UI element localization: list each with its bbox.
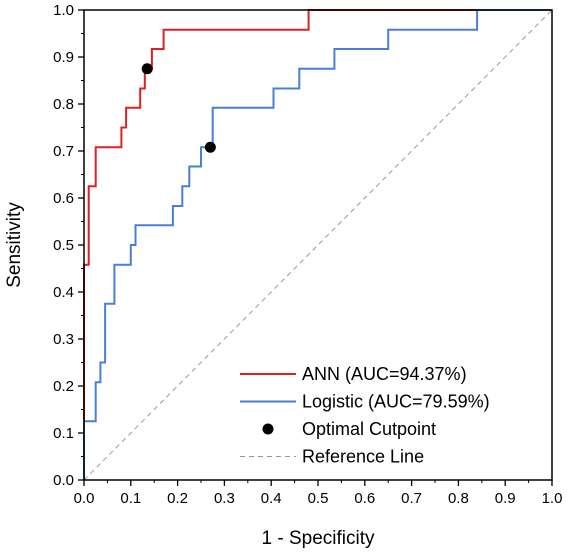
x-tick-label: 0.0 [74, 490, 95, 507]
y-tick-label: 0.0 [53, 472, 74, 489]
y-axis: 0.0 0.1 0.2 0.3 0.4 0.5 0.6 0.7 0.8 0.9 1.0 [53, 2, 84, 489]
y-axis-title: Sensitivity [4, 202, 25, 288]
y-tick-label: 0.2 [53, 378, 74, 395]
x-tick-label: 0.8 [448, 490, 469, 507]
x-tick-label: 0.7 [401, 490, 422, 507]
legend-label: Logistic (AUC=79.59%) [302, 392, 490, 412]
y-tick-label: 0.1 [53, 425, 74, 442]
y-tick-label: 0.9 [53, 49, 74, 66]
y-tick-label: 0.8 [53, 96, 74, 113]
x-axis-title: 1 - Specificity [262, 528, 375, 549]
ann-roc-line [83, 9, 552, 480]
y-tick-label: 0.3 [53, 331, 74, 348]
x-tick-label: 0.3 [214, 490, 235, 507]
y-tick-label: 0.7 [53, 143, 74, 160]
series-layer [83, 9, 552, 480]
legend-swatch [262, 423, 274, 435]
reference-line-layer [83, 9, 553, 481]
x-tick-label: 0.6 [354, 490, 375, 507]
y-tick-label: 0.5 [53, 237, 74, 254]
x-tick-label: 0.1 [120, 490, 141, 507]
x-tick-label: 1.0 [542, 490, 563, 507]
legend-label: Optimal Cutpoint [302, 419, 436, 439]
legend-label: Reference Line [302, 447, 424, 467]
optimal-cutpoint-marker [141, 63, 153, 75]
legend-label: ANN (AUC=94.37%) [302, 364, 467, 384]
x-axis: 0.0 0.1 0.2 0.3 0.4 0.5 0.6 0.7 0.8 0.9 1.0 [74, 480, 563, 507]
x-tick-label: 0.9 [495, 490, 516, 507]
x-tick-label: 0.4 [261, 490, 282, 507]
reference-line [83, 9, 553, 481]
y-tick-label: 0.6 [53, 190, 74, 207]
y-tick-label: 0.4 [53, 284, 74, 301]
y-tick-label: 1.0 [53, 2, 74, 19]
optimal-cutpoint-marker [204, 141, 216, 153]
x-tick-label: 0.2 [167, 490, 188, 507]
legend: ANN (AUC=94.37%) Logistic (AUC=79.59%) Opt… [240, 364, 490, 467]
x-tick-label: 0.5 [308, 490, 329, 507]
cutpoint-layer [141, 63, 216, 153]
logistic-roc-line [83, 9, 552, 480]
